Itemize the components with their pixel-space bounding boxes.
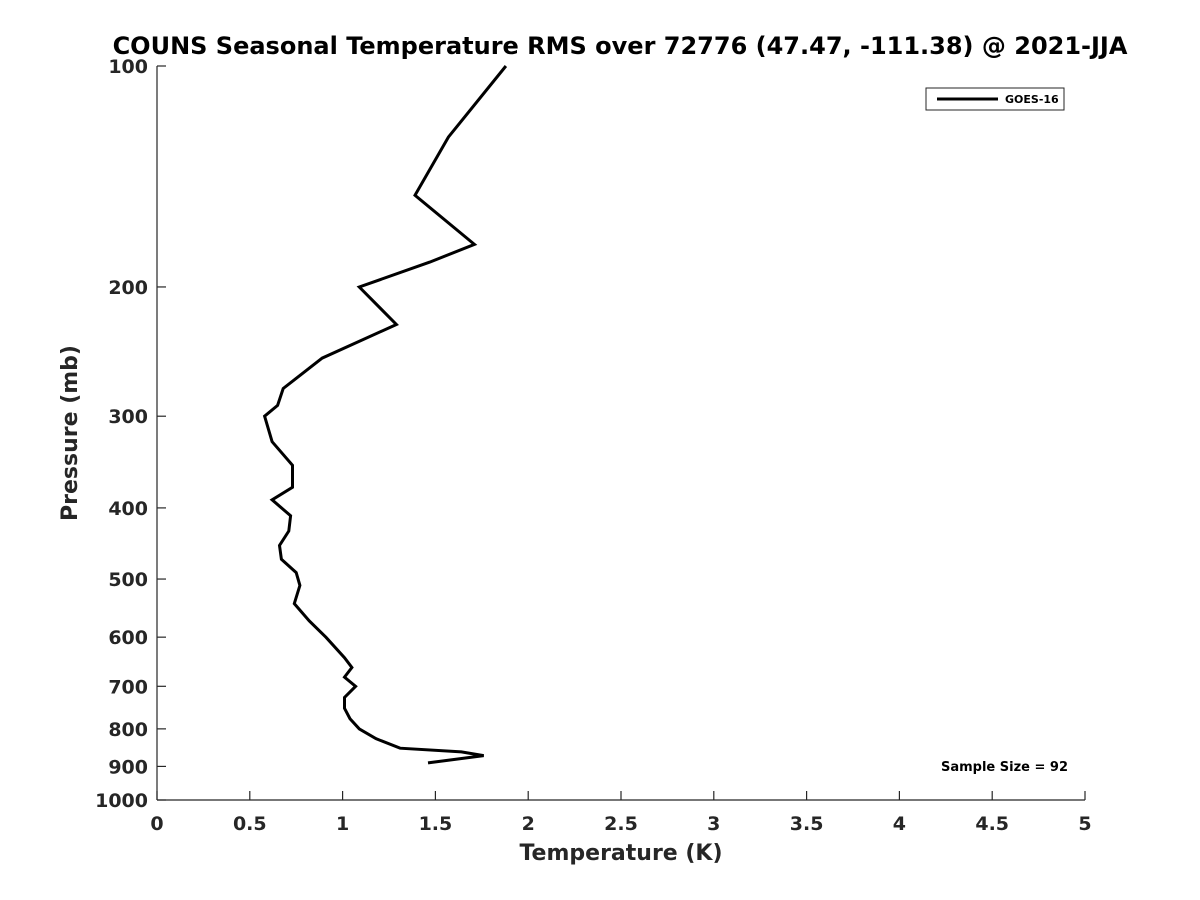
sample-size-annotation: Sample Size = 92 — [941, 760, 1068, 775]
x-tick-label: 0 — [150, 813, 163, 835]
x-tick-label: 4.5 — [975, 813, 1009, 835]
series-layer — [262, 65, 508, 765]
x-tick-label: 2.5 — [604, 813, 638, 835]
x-tick-label: 5 — [1078, 813, 1091, 835]
y-tick-label: 800 — [108, 719, 148, 741]
x-tick-label: 4 — [893, 813, 906, 835]
y-tick-label: 600 — [108, 627, 148, 649]
y-tick-label: 200 — [108, 277, 148, 299]
y-axis-label: Pressure (mb) — [58, 345, 83, 521]
x-axis-ticks: 0 0.5 1 1.5 2 2.5 3 3.5 4 4.5 5 — [150, 791, 1092, 835]
x-tick-label: 0.5 — [233, 813, 267, 835]
x-tick-label: 2 — [522, 813, 535, 835]
y-tick-label: 900 — [108, 756, 148, 778]
x-tick-label: 1 — [336, 813, 349, 835]
y-axis-ticks: 100 200 300 400 500 600 700 800 900 1000 — [95, 56, 166, 812]
legend: GOES-16 — [925, 87, 1065, 111]
chart-title: COUNS Seasonal Temperature RMS over 7277… — [113, 32, 1128, 60]
legend-label-goes-16: GOES-16 — [1005, 93, 1059, 106]
y-tick-label: 700 — [108, 676, 148, 698]
x-tick-label: 3 — [707, 813, 720, 835]
y-tick-label: 100 — [108, 56, 148, 78]
y-tick-label: 500 — [108, 569, 148, 591]
y-tick-label: 1000 — [95, 790, 148, 812]
x-tick-label: 1.5 — [419, 813, 453, 835]
x-axis-label: Temperature (K) — [519, 841, 722, 866]
y-tick-label: 400 — [108, 498, 148, 520]
series-line-goes-16 — [262, 65, 508, 765]
x-tick-label: 3.5 — [790, 813, 824, 835]
y-tick-label: 300 — [108, 406, 148, 428]
